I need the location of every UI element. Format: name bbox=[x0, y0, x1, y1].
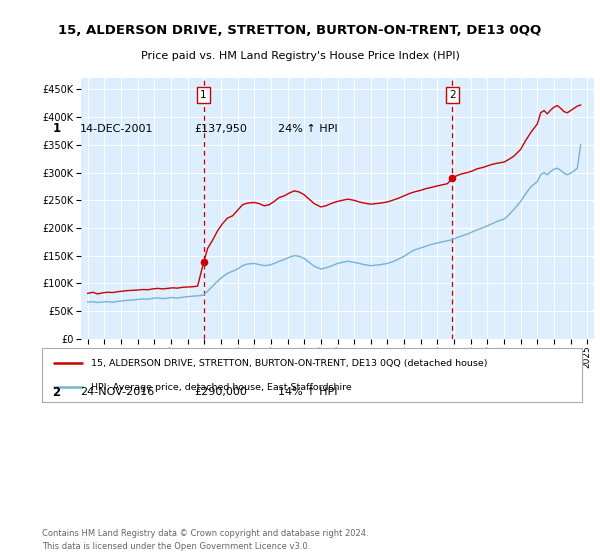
Text: 2: 2 bbox=[449, 90, 456, 100]
Text: 15, ALDERSON DRIVE, STRETTON, BURTON-ON-TRENT, DE13 0QQ: 15, ALDERSON DRIVE, STRETTON, BURTON-ON-… bbox=[58, 24, 542, 38]
Text: 24% ↑ HPI: 24% ↑ HPI bbox=[278, 124, 337, 134]
Text: Contains HM Land Registry data © Crown copyright and database right 2024.
This d: Contains HM Land Registry data © Crown c… bbox=[42, 529, 368, 550]
Text: 1: 1 bbox=[200, 90, 207, 100]
Text: 15, ALDERSON DRIVE, STRETTON, BURTON-ON-TRENT, DE13 0QQ (detached house): 15, ALDERSON DRIVE, STRETTON, BURTON-ON-… bbox=[91, 359, 487, 368]
Text: 1: 1 bbox=[52, 122, 61, 136]
Text: Price paid vs. HM Land Registry's House Price Index (HPI): Price paid vs. HM Land Registry's House … bbox=[140, 51, 460, 61]
Text: £137,950: £137,950 bbox=[194, 124, 247, 134]
Text: 14-DEC-2001: 14-DEC-2001 bbox=[80, 124, 154, 134]
Text: HPI: Average price, detached house, East Staffordshire: HPI: Average price, detached house, East… bbox=[91, 382, 352, 391]
Text: 2: 2 bbox=[52, 385, 61, 399]
Text: 14% ↑ HPI: 14% ↑ HPI bbox=[278, 387, 337, 397]
Text: £290,000: £290,000 bbox=[194, 387, 247, 397]
Text: 24-NOV-2016: 24-NOV-2016 bbox=[80, 387, 154, 397]
FancyBboxPatch shape bbox=[42, 348, 582, 402]
